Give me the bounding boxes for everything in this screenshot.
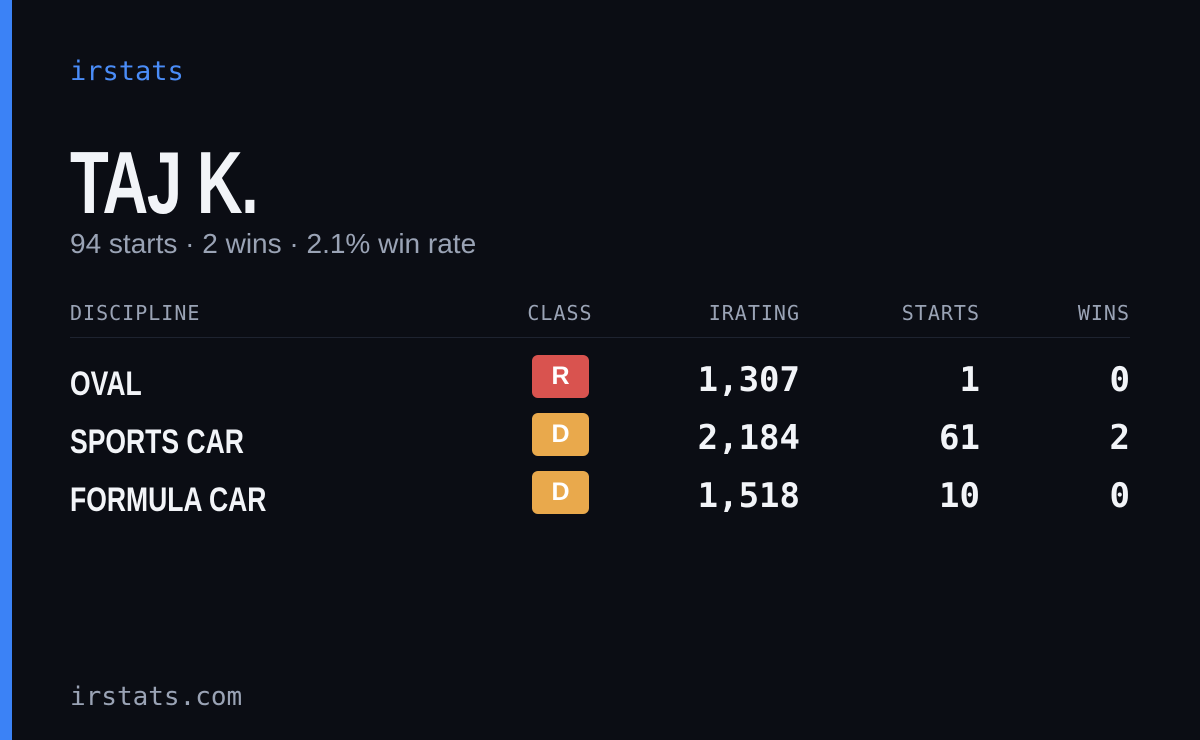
column-header: IRATING xyxy=(708,301,800,325)
brand: irstats xyxy=(70,56,184,87)
column-header: DISCIPLINE xyxy=(70,301,201,325)
wins: 0 xyxy=(1109,360,1130,400)
discipline: OVAL xyxy=(70,365,142,403)
header-rule xyxy=(70,337,1130,338)
class-badge: D xyxy=(532,413,589,456)
class-badge: R xyxy=(532,355,589,398)
irating: 1,307 xyxy=(697,360,800,400)
column-header: STARTS xyxy=(901,301,980,325)
column-header: CLASS xyxy=(527,301,593,325)
class-badge: D xyxy=(532,471,589,514)
starts: 61 xyxy=(939,418,980,458)
starts: 10 xyxy=(939,476,980,516)
driver-name: TAJ K. xyxy=(70,133,259,232)
irating: 1,518 xyxy=(697,476,800,516)
column-header: WINS xyxy=(1077,301,1130,325)
starts: 1 xyxy=(959,360,980,400)
footer: irstats.com xyxy=(70,682,243,712)
driver-summary: 94 starts · 2 wins · 2.1% win rate xyxy=(70,228,477,259)
discipline: FORMULA CAR xyxy=(70,481,267,519)
accent-bar xyxy=(0,0,12,740)
irating: 2,184 xyxy=(697,418,800,458)
discipline: SPORTS CAR xyxy=(70,423,244,461)
wins: 2 xyxy=(1109,418,1130,458)
wins: 0 xyxy=(1109,476,1130,516)
